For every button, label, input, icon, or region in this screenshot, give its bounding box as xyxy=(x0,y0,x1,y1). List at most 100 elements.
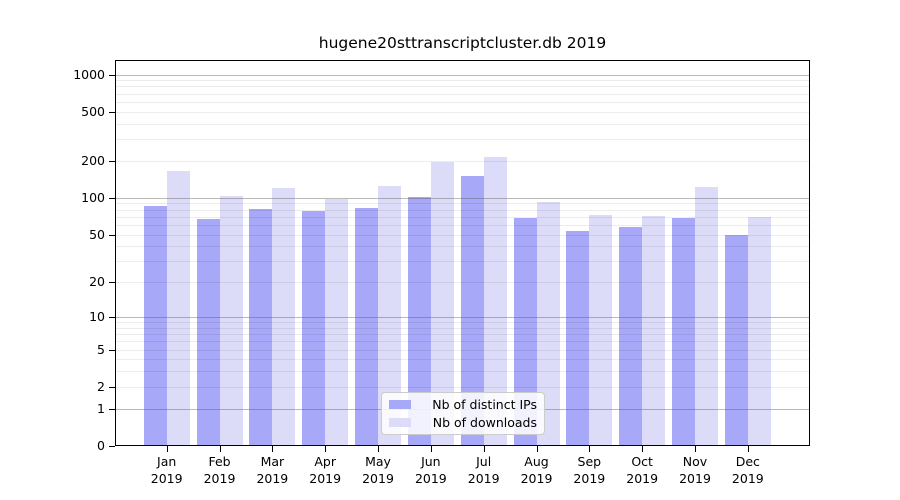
y-tick-label-1: 1 xyxy=(97,400,105,416)
y-tick-50 xyxy=(109,234,115,236)
x-tick-label-month: Nov xyxy=(682,454,708,469)
x-tick-feb xyxy=(219,446,221,452)
gridline-minor-3 xyxy=(115,371,810,373)
bar-distinct-ips-apr xyxy=(302,211,326,446)
y-tick-10 xyxy=(109,317,115,319)
y-tick-label-500: 500 xyxy=(81,103,105,119)
chart-title: hugene20sttranscriptcluster.db 2019 xyxy=(318,34,607,52)
x-tick-label-feb: Feb 2019 xyxy=(192,453,248,487)
bar-downloads-aug xyxy=(536,202,560,446)
gridline-minor-8 xyxy=(115,327,810,329)
y-tick-0 xyxy=(109,446,115,447)
bar-downloads-jul xyxy=(483,156,507,446)
y-tick-1000 xyxy=(109,74,115,76)
x-tick-label-year: 2019 xyxy=(414,471,447,486)
gridline-minor-6 xyxy=(115,341,810,343)
bar-distinct-ips-jul xyxy=(460,175,484,446)
y-tick-2 xyxy=(109,386,115,388)
gridline-minor-30 xyxy=(115,261,810,263)
bar-distinct-ips-feb xyxy=(196,219,220,446)
y-tick-label-20: 20 xyxy=(89,274,105,290)
gridline-minor-800 xyxy=(115,86,810,88)
gridline-minor-2 xyxy=(115,386,810,388)
x-tick-jul xyxy=(483,446,485,452)
gridline-minor-50 xyxy=(115,234,810,236)
x-tick-label-mar: Mar 2019 xyxy=(244,453,300,487)
bar-distinct-ips-jan xyxy=(143,205,167,446)
x-tick-label-year: 2019 xyxy=(520,471,553,486)
gridline-major-100 xyxy=(115,197,810,199)
x-tick-label-month: Mar xyxy=(260,454,285,469)
x-tick-apr xyxy=(325,446,327,452)
x-tick-label-month: Jan xyxy=(157,454,177,469)
y-tick-20 xyxy=(109,282,115,284)
x-tick-nov xyxy=(695,446,696,452)
gridline-minor-200 xyxy=(115,160,810,162)
x-tick-label-year: 2019 xyxy=(731,471,764,486)
bar-downloads-nov xyxy=(695,187,718,446)
gridline-minor-400 xyxy=(115,123,810,125)
y-tick-1 xyxy=(109,408,115,410)
bar-distinct-ips-may xyxy=(355,207,379,446)
x-tick-label-year: 2019 xyxy=(626,471,659,486)
x-tick-label-month: Aug xyxy=(524,454,549,469)
gridline-minor-60 xyxy=(115,224,810,226)
gridline-minor-300 xyxy=(115,139,810,141)
gridline-minor-700 xyxy=(115,93,810,95)
x-tick-aug xyxy=(536,446,538,452)
bar-downloads-jun xyxy=(430,162,454,446)
legend: Nb of distinct IPs Nb of downloads xyxy=(381,392,545,435)
x-tick-may xyxy=(378,446,380,452)
gridline-major-1000 xyxy=(115,74,810,76)
bar-downloads-apr xyxy=(325,198,349,446)
gridline-minor-9 xyxy=(115,322,810,324)
gridline-minor-40 xyxy=(115,246,810,248)
x-tick-label-year: 2019 xyxy=(679,471,711,486)
y-tick-label-5: 5 xyxy=(97,341,105,357)
x-tick-label-jun: Jun 2019 xyxy=(403,453,459,487)
y-tick-label-50: 50 xyxy=(89,226,105,242)
bar-distinct-ips-nov xyxy=(672,217,695,446)
x-tick-label-year: 2019 xyxy=(203,471,236,486)
bar-distinct-ips-mar xyxy=(249,209,273,446)
bar-downloads-feb xyxy=(219,195,243,446)
bar-distinct-ips-jun xyxy=(407,196,431,446)
x-tick-label-dec: Dec 2019 xyxy=(720,453,776,487)
x-tick-label-sep: Sep 2019 xyxy=(561,453,617,487)
gridline-major-10 xyxy=(115,317,810,319)
y-tick-label-10: 10 xyxy=(89,309,105,325)
bar-distinct-ips-oct xyxy=(619,226,643,446)
legend-swatch-downloads xyxy=(389,418,411,427)
x-tick-oct xyxy=(642,446,644,452)
x-tick-label-month: Apr xyxy=(314,454,336,469)
x-tick-label-year: 2019 xyxy=(309,471,342,486)
x-tick-label-may: May 2019 xyxy=(350,453,406,487)
bar-distinct-ips-aug xyxy=(513,217,537,446)
y-tick-200 xyxy=(109,160,115,162)
x-tick-dec xyxy=(747,446,749,452)
legend-swatch-distinct-ips xyxy=(389,400,411,409)
gridline-minor-600 xyxy=(115,101,810,103)
gridline-minor-80 xyxy=(115,209,810,211)
gridline-minor-20 xyxy=(115,282,810,284)
gridline-minor-5 xyxy=(115,349,810,351)
x-tick-label-month: Sep xyxy=(577,454,602,469)
gridline-minor-7 xyxy=(115,334,810,336)
x-tick-label-month: Dec xyxy=(735,454,760,469)
x-tick-label-year: 2019 xyxy=(256,471,289,486)
y-tick-5 xyxy=(109,349,115,351)
x-tick-label-year: 2019 xyxy=(573,471,606,486)
bar-downloads-dec xyxy=(747,216,771,446)
gridline-minor-900 xyxy=(115,80,810,82)
y-tick-100 xyxy=(109,197,115,199)
bar-downloads-mar xyxy=(272,187,296,446)
x-tick-label-year: 2019 xyxy=(150,471,183,486)
y-tick-label-2: 2 xyxy=(97,378,105,394)
x-tick-sep xyxy=(589,446,591,452)
legend-item-distinct-ips: Nb of distinct IPs xyxy=(389,397,537,412)
x-tick-jan xyxy=(166,446,168,452)
gridline-minor-90 xyxy=(115,203,810,205)
x-tick-label-month: Jun xyxy=(421,454,441,469)
x-tick-label-aug: Aug 2019 xyxy=(509,453,565,487)
bar-distinct-ips-dec xyxy=(724,234,748,446)
